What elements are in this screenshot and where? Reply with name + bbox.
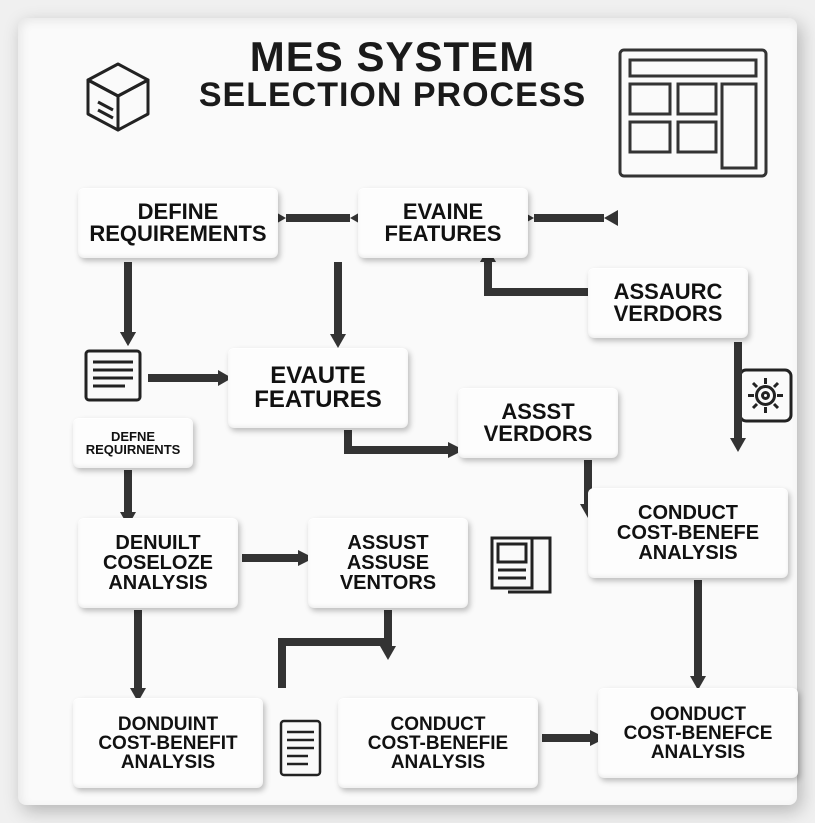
node-label: OONDUCTCOST-BENEFCEANALYSIS (624, 705, 773, 762)
node-label: EVAUTEFEATURES (254, 364, 382, 412)
node-label: EVAINEFEATURES (385, 201, 502, 245)
node-label: ASSSTVERDORS (484, 401, 593, 445)
node-evaine-features: EVAINEFEATURES (358, 188, 528, 258)
node-defne-requirnents: DEFNEREQUIRNENTS (73, 418, 193, 468)
node-assst-verdors: ASSSTVERDORS (458, 388, 618, 458)
node-evaute-features: EVAUTEFEATURES (228, 348, 408, 428)
node-define-requirements: DEFINEREQUIREMENTS (78, 188, 278, 258)
node-assaurc-verdors: ASSAURCVERDORS (588, 268, 748, 338)
node-label: CONDUCTCOST-BENEFEANALYSIS (617, 503, 759, 563)
node-donduint-cost-benefit-analysis: DONDUINTCOST-BENEFITANALYSIS (73, 698, 263, 788)
node-conduct-cost-benefie-analysis: CONDUCTCOST-BENEFIEANALYSIS (338, 698, 538, 788)
node-oonduct-cost-benefce-analysis: OONDUCTCOST-BENEFCEANALYSIS (598, 688, 798, 778)
node-label: DEFINEREQUIREMENTS (89, 201, 266, 245)
node-assust-assuse-ventors: ASSUSTASSUSEVENTORS (308, 518, 468, 608)
node-denuilt-coseloze-analysis: DENUILTCOSELOZEANALYSIS (78, 518, 238, 608)
node-label: DEFNEREQUIRNENTS (86, 430, 181, 456)
node-label: ASSAURCVERDORS (614, 281, 723, 325)
diagram-board: MES SYSTEM SELECTION PROCESS (18, 18, 797, 805)
node-label: DONDUINTCOST-BENEFITANALYSIS (98, 715, 237, 772)
node-conduct-cost-benefe-analysis: CONDUCTCOST-BENEFEANALYSIS (588, 488, 788, 578)
node-label: ASSUSTASSUSEVENTORS (340, 533, 436, 593)
node-label: CONDUCTCOST-BENEFIEANALYSIS (368, 715, 508, 772)
node-label: DENUILTCOSELOZEANALYSIS (103, 533, 213, 593)
